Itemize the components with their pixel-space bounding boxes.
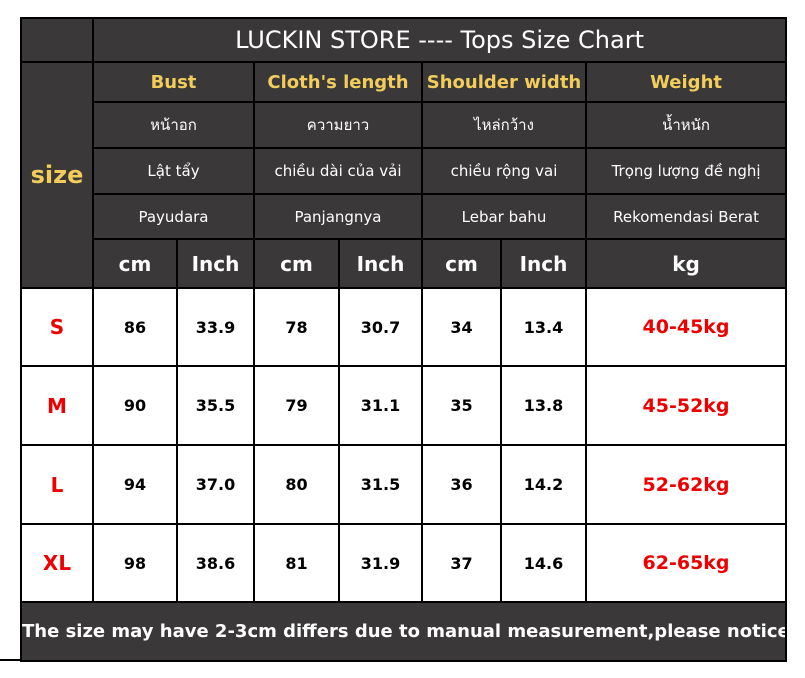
size-label: S bbox=[20, 287, 94, 367]
measurement-cell: 31.1 bbox=[338, 365, 423, 446]
measurement-cell: 34 bbox=[421, 287, 502, 367]
measurement-cell: 94 bbox=[92, 444, 178, 525]
unit-inch: Inch bbox=[338, 238, 423, 289]
measurement-cell: 30.7 bbox=[338, 287, 423, 367]
size-label: L bbox=[20, 444, 94, 525]
size-label: M bbox=[20, 365, 94, 446]
divider-line bbox=[0, 659, 20, 661]
measurement-cell: 14.6 bbox=[500, 523, 587, 603]
measurement-cell: 86 bbox=[92, 287, 178, 367]
header-weight-vi: Trọng lượng đề nghị bbox=[584, 147, 788, 195]
header-weight-en: Weight bbox=[584, 61, 788, 103]
header-length-en: Cloth's length bbox=[253, 61, 423, 103]
measurement-cell: 79 bbox=[253, 365, 340, 446]
header-bust-id: Payudara bbox=[92, 193, 255, 240]
weight-range: 62-65kg bbox=[584, 523, 788, 603]
unit-cm: cm bbox=[421, 238, 502, 289]
unit-cm: cm bbox=[92, 238, 178, 289]
header-shoulder-id: Lebar bahu bbox=[421, 193, 587, 240]
measurement-cell: 98 bbox=[92, 523, 178, 603]
table-row: L 94 37.0 80 31.5 36 14.2 52-62kg bbox=[20, 444, 788, 525]
weight-range: 45-52kg bbox=[584, 365, 788, 446]
weight-range: 40-45kg bbox=[584, 287, 788, 367]
measurement-cell: 31.9 bbox=[338, 523, 423, 603]
table-row: M 90 35.5 79 31.1 35 13.8 45-52kg bbox=[20, 365, 788, 446]
measurement-cell: 78 bbox=[253, 287, 340, 367]
measurement-note: The size may have 2-3cm differs due to m… bbox=[19, 601, 788, 662]
corner-cell bbox=[20, 17, 94, 63]
table-row: XL 98 38.6 81 31.9 37 14.6 62-65kg bbox=[20, 523, 788, 603]
header-shoulder-vi: chiều rộng vai bbox=[421, 147, 587, 195]
size-chart-table: LUCKIN STORE ---- Tops Size Chart size B… bbox=[19, 17, 788, 662]
size-label: XL bbox=[20, 523, 94, 603]
size-header: size bbox=[20, 61, 94, 289]
measurement-cell: 13.4 bbox=[500, 287, 587, 367]
table-row: S 86 33.9 78 30.7 34 13.4 40-45kg bbox=[20, 287, 788, 367]
measurement-cell: 81 bbox=[253, 523, 340, 603]
header-weight-id: Rekomendasi Berat bbox=[584, 193, 788, 240]
header-length-id: Panjangnya bbox=[253, 193, 423, 240]
measurement-cell: 14.2 bbox=[500, 444, 587, 525]
measurement-cell: 36 bbox=[421, 444, 502, 525]
measurement-cell: 13.8 bbox=[500, 365, 587, 446]
measurement-cell: 35 bbox=[421, 365, 502, 446]
measurement-cell: 31.5 bbox=[338, 444, 423, 525]
measurement-cell: 80 bbox=[253, 444, 340, 525]
unit-inch: Inch bbox=[176, 238, 255, 289]
measurement-cell: 90 bbox=[92, 365, 178, 446]
measurement-cell: 37 bbox=[421, 523, 502, 603]
measurement-cell: 37.0 bbox=[176, 444, 255, 525]
header-shoulder-en: Shoulder width bbox=[421, 61, 587, 103]
unit-inch: Inch bbox=[500, 238, 587, 289]
measurement-cell: 33.9 bbox=[176, 287, 255, 367]
header-weight-th: น้ำหนัก bbox=[584, 101, 788, 149]
unit-kg: kg bbox=[584, 238, 788, 289]
header-shoulder-th: ไหล่กว้าง bbox=[421, 101, 587, 149]
measurement-cell: 38.6 bbox=[176, 523, 255, 603]
header-length-th: ความยาว bbox=[253, 101, 423, 149]
measurement-cell: 35.5 bbox=[176, 365, 255, 446]
header-bust-vi: Lật tẩy bbox=[92, 147, 255, 195]
weight-range: 52-62kg bbox=[584, 444, 788, 525]
header-length-vi: chiều dài của vải bbox=[253, 147, 423, 195]
chart-title: LUCKIN STORE ---- Tops Size Chart bbox=[91, 17, 788, 63]
unit-cm: cm bbox=[253, 238, 340, 289]
header-bust-en: Bust bbox=[92, 61, 255, 103]
header-bust-th: หน้าอก bbox=[92, 101, 255, 149]
